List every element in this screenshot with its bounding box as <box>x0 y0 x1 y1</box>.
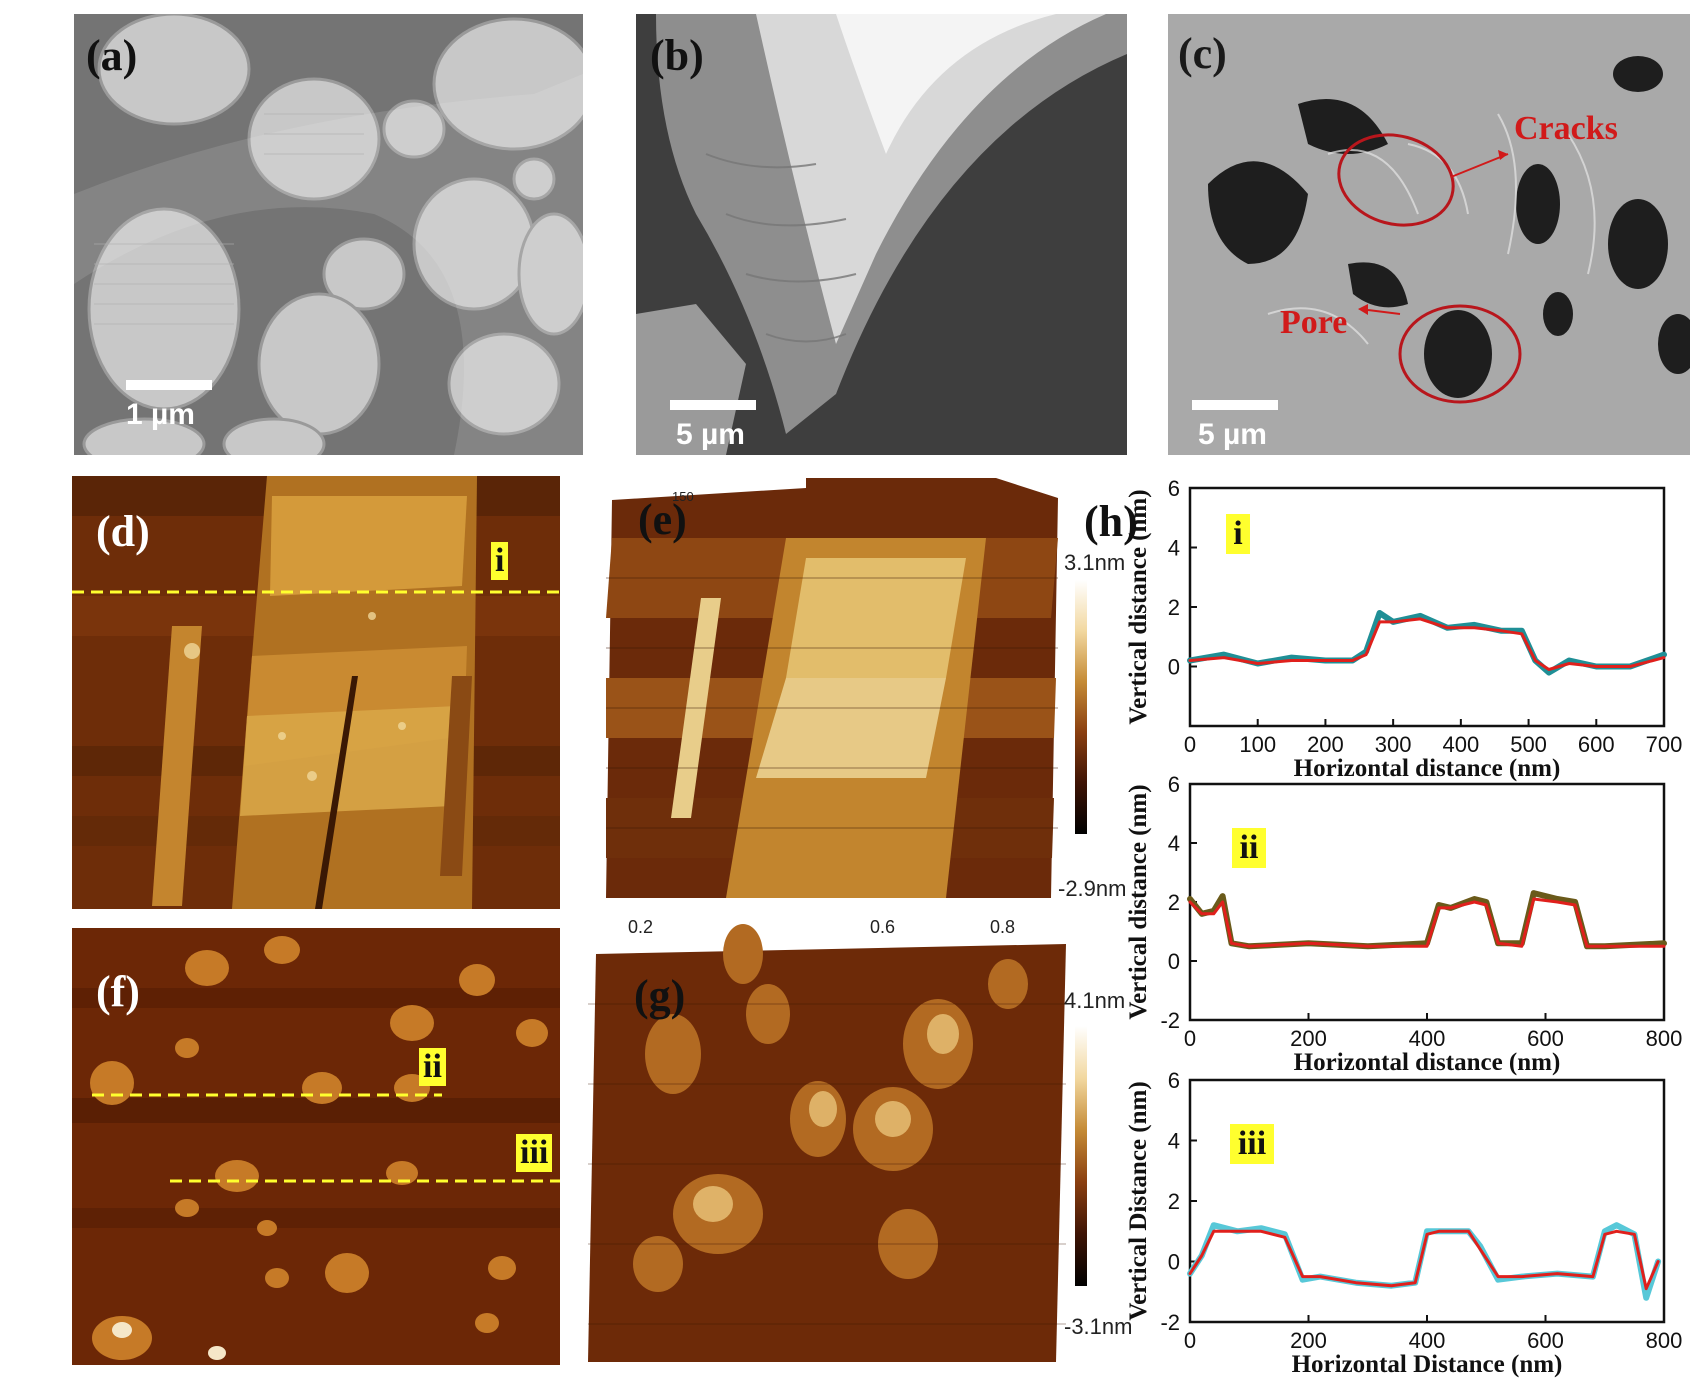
panel-h-label: (h) <box>1084 497 1138 546</box>
x-tick-label: 600 <box>1527 1328 1564 1353</box>
x-tick-label: 400 <box>1409 1328 1446 1353</box>
plot-frame <box>1188 486 1666 728</box>
panel-g-label: (g) <box>634 971 686 1020</box>
panel-g-tick-1: 0.6 <box>870 917 896 937</box>
x-tick-label: 400 <box>1442 732 1479 757</box>
y-tick-label: 4 <box>1168 1129 1180 1154</box>
x-tick-label: 0 <box>1184 1328 1196 1353</box>
panel-e-colorbar-min: -2.9nm <box>1058 876 1127 901</box>
x-tick-label: 700 <box>1646 732 1683 757</box>
chart-tag-ii: ii <box>1240 829 1259 866</box>
x-tick-label: 600 <box>1578 732 1615 757</box>
panel-f-label: (f) <box>96 967 140 1016</box>
line-tag-iii: iii <box>516 1134 553 1172</box>
line-tag-ii: ii <box>419 1048 446 1086</box>
raw-profile-line <box>1187 610 1667 676</box>
x-tick-label: 400 <box>1409 1026 1446 1051</box>
panel-e-tick-150: 150 <box>672 489 694 504</box>
annotation-pore: Pore <box>1280 304 1348 341</box>
fit-profile-line <box>1188 617 1666 671</box>
plot-frame <box>1188 782 1666 1022</box>
fit-profile-line <box>1188 897 1666 948</box>
chart-tag-box <box>1230 1124 1274 1164</box>
y-tick-label: 4 <box>1168 831 1180 856</box>
afm-3d-surface-g <box>588 914 1066 1362</box>
panel-a-label: (a) <box>86 31 138 80</box>
x-tick-label: 200 <box>1307 732 1344 757</box>
x-tick-label: 600 <box>1527 1026 1564 1051</box>
y-tick-label: -2 <box>1160 1008 1180 1033</box>
x-tick-label: 200 <box>1290 1026 1327 1051</box>
chart-tag-iii: iii <box>1238 1125 1266 1162</box>
panel-g-colorbar-min: -3.1nm <box>1064 1314 1133 1339</box>
panel-b-scale-text: 5 µm <box>676 418 745 451</box>
chart-tag-box <box>1232 828 1266 868</box>
panel-a-scalebar <box>126 380 212 390</box>
panel-g-colorbar-max: 4.1nm <box>1064 988 1126 1013</box>
y-tick-label: 2 <box>1168 1189 1180 1214</box>
panel-e-label: (e) <box>638 495 687 544</box>
x-tick-label: 300 <box>1375 732 1412 757</box>
x-tick-label: 500 <box>1510 732 1547 757</box>
chart-tag-i: i <box>1233 515 1242 552</box>
raw-profile-line <box>1187 1222 1662 1301</box>
x-tick-label: 0 <box>1184 1026 1196 1051</box>
y-tick-label: 6 <box>1168 772 1180 797</box>
fit-profile-line <box>1188 1229 1660 1291</box>
panel-g-tick-2: 0.8 <box>990 917 1016 937</box>
x-tick-label: 800 <box>1646 1026 1683 1051</box>
x-tick-label: 200 <box>1290 1328 1327 1353</box>
panel-c-sem-image: (c) Cracks Pore 5 µm <box>1168 14 1690 455</box>
panel-c-scalebar <box>1192 400 1278 410</box>
y-axis-title: Vertical distance (nm) <box>1125 784 1152 1019</box>
y-tick-label: 2 <box>1168 595 1180 620</box>
y-tick-label: 4 <box>1168 536 1180 561</box>
panel-c-scale-text: 5 µm <box>1198 418 1267 451</box>
panel-a-scale-text: 1 µm <box>126 398 195 431</box>
panel-b-label: (b) <box>650 31 704 80</box>
panel-d-afm-image: (d) i <box>72 476 560 909</box>
annotation-cracks: Cracks <box>1514 110 1618 147</box>
x-axis-title: Horizontal Distance (nm) <box>1292 1351 1563 1378</box>
line-tag-i: i <box>491 542 509 580</box>
y-tick-label: -2 <box>1160 1310 1180 1335</box>
panel-c-label: (c) <box>1178 29 1227 78</box>
y-tick-label: 0 <box>1168 949 1180 974</box>
chart-tag-box <box>1226 514 1250 554</box>
y-axis-title: Vertical Distance (nm) <box>1125 1081 1152 1320</box>
sem-micrograph-flake <box>636 14 1127 455</box>
x-axis-title: Horizontal distance (nm) <box>1294 755 1561 782</box>
afm-height-map-f <box>72 928 560 1365</box>
panel-g-tick-0: 0.2 <box>628 917 654 937</box>
panel-b-sem-image: (b) 5 µm <box>636 14 1127 455</box>
tem-micrograph <box>74 14 583 455</box>
plot-frame <box>1188 1078 1666 1324</box>
x-tick-label: 800 <box>1646 1328 1683 1353</box>
x-tick-label: 0 <box>1184 732 1196 757</box>
panel-e-afm-3d: 150 (e) <box>606 478 1064 906</box>
panel-e-colorbar <box>1075 580 1087 834</box>
profile-chart-i: 0 100 200 300 400 500 600 700 0 2 4 6 Horizontal dis… <box>1125 476 1682 782</box>
panel-b-scalebar <box>670 400 756 410</box>
raw-profile-line <box>1187 890 1667 950</box>
y-tick-label: 2 <box>1168 890 1180 915</box>
panel-g-colorbar <box>1075 1026 1087 1286</box>
y-tick-label: 6 <box>1168 1068 1180 1093</box>
afm-height-map-d <box>72 476 560 909</box>
y-tick-label: 6 <box>1168 476 1180 501</box>
afm-3d-surface-e <box>606 478 1064 906</box>
y-tick-label: 0 <box>1168 1250 1180 1275</box>
y-tick-label: 0 <box>1168 655 1180 680</box>
panel-d-label: (d) <box>96 507 150 556</box>
panel-f-afm-image: (f) ii iii <box>72 928 560 1365</box>
panel-g-afm-3d: 0.2 0.6 0.8 (g) <box>588 914 1066 1362</box>
panel-e-colorbar-max: 3.1nm <box>1064 550 1126 575</box>
x-axis-title: Horizontal distance (nm) <box>1294 1049 1561 1076</box>
panel-a-tem-image: (a) 1 µm <box>74 14 583 455</box>
x-tick-label: 100 <box>1239 732 1276 757</box>
sem-micrograph-porous <box>1168 14 1690 455</box>
